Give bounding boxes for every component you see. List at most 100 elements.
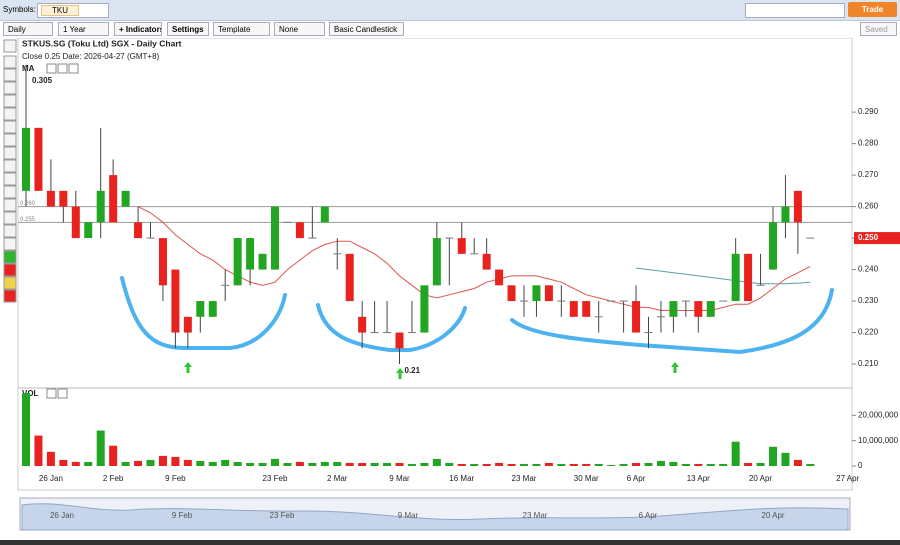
candle-body: [134, 222, 143, 239]
saved-button[interactable]: Saved: [860, 22, 897, 36]
tool-icon[interactable]: [3, 94, 17, 108]
indicator-toggle[interactable]: [46, 63, 57, 74]
tool-icon[interactable]: [3, 237, 17, 251]
range-select[interactable]: 1 Year: [58, 22, 109, 36]
candle-body: [432, 238, 441, 286]
tool-icon[interactable]: [3, 55, 17, 69]
volume-settings[interactable]: [46, 388, 57, 399]
candle-body: [358, 316, 367, 333]
indicator-settings[interactable]: [57, 63, 68, 74]
search-box[interactable]: [745, 3, 845, 18]
reference-label: 0.255: [20, 217, 36, 223]
chart-title: STKUS.SG (Toku Ltd) SGX - Daily Chart: [22, 38, 182, 48]
candle-body: [407, 332, 416, 334]
candle-body: [183, 316, 192, 333]
volume-bar: [644, 462, 653, 466]
volume-close[interactable]: [57, 388, 68, 399]
volume-bar: [706, 463, 715, 466]
candle-body: [457, 238, 466, 254]
volume-bar: [445, 462, 454, 466]
tool-icon[interactable]: [3, 198, 17, 212]
volume-bar: [407, 463, 416, 466]
volume-bar: [345, 462, 354, 466]
volume-bar: [457, 463, 466, 466]
chart-style-select[interactable]: Basic Candlestick: [329, 22, 404, 36]
navigator-label: 26 Jan: [50, 511, 74, 520]
settings-button[interactable]: Settings: [167, 22, 209, 36]
candle-body: [681, 300, 690, 302]
tool-icon[interactable]: [3, 39, 17, 53]
tool-icon[interactable]: [3, 263, 17, 277]
indicator-close[interactable]: [68, 63, 79, 74]
candle-body: [109, 175, 118, 223]
top-bar: Symbols: TKU Trade: [0, 0, 900, 21]
chart: STKUS.SG (Toku Ltd) SGX - Daily Chart Cl…: [0, 38, 900, 545]
volume-bar: [320, 461, 329, 466]
volume-bar: [482, 463, 491, 466]
x-tick-label: 27 Apr: [836, 474, 859, 483]
trade-button[interactable]: Trade: [848, 2, 897, 17]
candle-body: [706, 301, 715, 317]
candle-body: [295, 222, 304, 239]
candle-body: [246, 238, 255, 270]
chart-subtitle: Close 0.25 Date: 2026-04-27 (GMT+8): [22, 52, 160, 61]
volume-bar: [781, 452, 790, 466]
volume-bar: [806, 463, 815, 466]
candle-body: [793, 190, 802, 223]
candle-body: [744, 253, 753, 302]
volume-bar: [246, 462, 255, 466]
candle-body: [656, 316, 665, 318]
tool-icon[interactable]: [3, 185, 17, 199]
tool-icon[interactable]: [3, 250, 17, 264]
candle-body: [370, 332, 379, 334]
tool-icon[interactable]: [3, 159, 17, 173]
tool-icon[interactable]: [3, 224, 17, 238]
indicator-label: MA: [22, 64, 35, 73]
interval-select[interactable]: Daily: [3, 22, 53, 36]
candle-body: [22, 127, 30, 191]
volume-bar: [769, 446, 777, 466]
symbol-input[interactable]: TKU: [37, 3, 109, 18]
tool-icon[interactable]: [3, 146, 17, 160]
annotation: 0.305: [32, 76, 53, 85]
volume-bar: [619, 463, 628, 466]
tool-icon[interactable]: [3, 289, 17, 303]
tool-icon[interactable]: [3, 211, 17, 225]
tool-icon[interactable]: [3, 68, 17, 82]
volume-bar: [171, 456, 180, 466]
y-tick-label: 0.230: [858, 296, 879, 305]
volume-bar: [719, 463, 728, 466]
symbol-tag[interactable]: TKU: [41, 5, 79, 16]
drawing-select[interactable]: None: [274, 22, 325, 36]
tool-icon[interactable]: [3, 276, 17, 290]
volume-bar: [196, 460, 205, 466]
navigator-label: 6 Apr: [639, 511, 658, 520]
tool-icon[interactable]: [3, 120, 17, 134]
tool-icon[interactable]: [3, 172, 17, 186]
candle-body: [96, 190, 105, 223]
volume-bar: [731, 441, 740, 466]
x-tick-label: 23 Mar: [512, 474, 537, 483]
volume-bar: [258, 462, 267, 466]
volume-bar: [109, 445, 118, 466]
y-tick-label: 0.220: [858, 328, 879, 337]
volume-bar: [432, 458, 441, 466]
volume-tick-label: 20,000,000: [858, 410, 899, 419]
indicators-button[interactable]: + Indicators: [114, 22, 162, 36]
navigator-label: 23 Mar: [523, 511, 548, 520]
x-tick-label: 30 Mar: [574, 474, 599, 483]
tool-icon[interactable]: [3, 107, 17, 121]
y-tick-label: 0.260: [858, 202, 879, 211]
candle-body: [208, 301, 217, 317]
y-tick-label: 0.270: [858, 170, 879, 179]
drawings: [120, 276, 834, 355]
candle-body: [507, 285, 516, 302]
candle-body: [445, 237, 454, 239]
candle-body: [221, 284, 230, 286]
tool-icon[interactable]: [3, 133, 17, 147]
candle-body: [619, 300, 628, 302]
candle-body: [283, 221, 292, 223]
template-select[interactable]: Template: [213, 22, 270, 36]
volume-bar: [594, 463, 603, 466]
tool-icon[interactable]: [3, 81, 17, 95]
